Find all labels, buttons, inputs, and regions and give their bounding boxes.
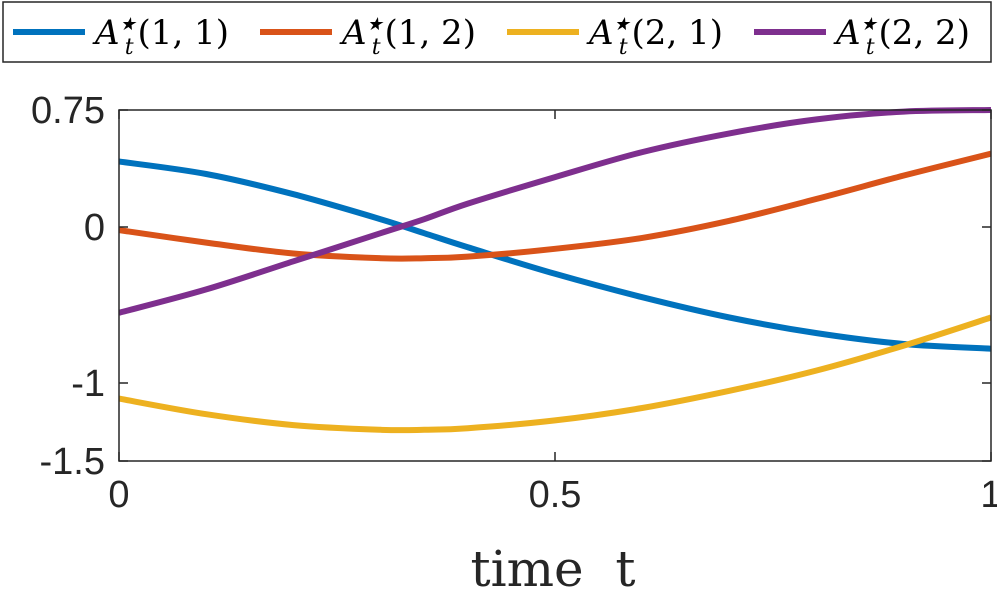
x-tick-label: 1 xyxy=(980,474,997,516)
legend-entry-1: A★ t (1, 1) xyxy=(13,13,229,60)
y-tick-label: 0.75 xyxy=(31,90,105,132)
x-axis-label: time t xyxy=(471,540,636,593)
legend-label-args: (2, 1) xyxy=(632,13,723,53)
y-tick-label: 0 xyxy=(84,207,105,249)
legend-label-sub: t xyxy=(866,35,875,60)
legend: A★ t (1, 1) A★ t (1, 2) A★ t (2, 1) A★ t (2, 2) xyxy=(2,1,992,63)
legend-label: A★ t (1, 2) xyxy=(339,13,476,60)
legend-label-args: (1, 1) xyxy=(138,13,229,53)
legend-label: A★ t (2, 1) xyxy=(586,13,723,60)
y-tick-label: -1.5 xyxy=(40,441,105,483)
series-line-1 xyxy=(119,158,991,352)
x-tick-label: 0.5 xyxy=(529,474,582,516)
legend-label-base: A xyxy=(339,13,367,53)
legend-entry-4: A★ t (2, 2) xyxy=(754,13,970,60)
plot-area xyxy=(119,107,991,461)
legend-entry-2: A★ t (1, 2) xyxy=(260,13,476,60)
legend-label-sup: ★ xyxy=(861,14,878,35)
legend-label-sub: t xyxy=(372,35,381,60)
legend-label-base: A xyxy=(833,13,861,53)
legend-label-base: A xyxy=(92,13,120,53)
legend-label-base: A xyxy=(586,13,614,53)
legend-label-args: (2, 2) xyxy=(879,13,970,53)
legend-label-args: (1, 2) xyxy=(385,13,476,53)
y-tick-label: -1 xyxy=(71,363,105,405)
legend-label: A★ t (2, 2) xyxy=(833,13,970,60)
legend-box xyxy=(2,1,992,63)
plot-background xyxy=(119,110,991,461)
legend-label-sub: t xyxy=(619,35,628,60)
legend-label-sup: ★ xyxy=(367,14,384,35)
legend-label-sup: ★ xyxy=(120,14,137,35)
series-line-3 xyxy=(119,314,991,434)
legend-label-sup: ★ xyxy=(614,14,631,35)
legend-label: A★ t (1, 1) xyxy=(92,13,229,60)
legend-entry-3: A★ t (2, 1) xyxy=(507,13,723,60)
x-tick-label: 0 xyxy=(108,474,129,516)
axes: 0 0.5 1 0.75 0 -1 -1.5 xyxy=(31,90,997,516)
legend-label-sub: t xyxy=(125,35,134,60)
series-line-2 xyxy=(119,150,991,262)
series-line-4 xyxy=(119,107,991,316)
